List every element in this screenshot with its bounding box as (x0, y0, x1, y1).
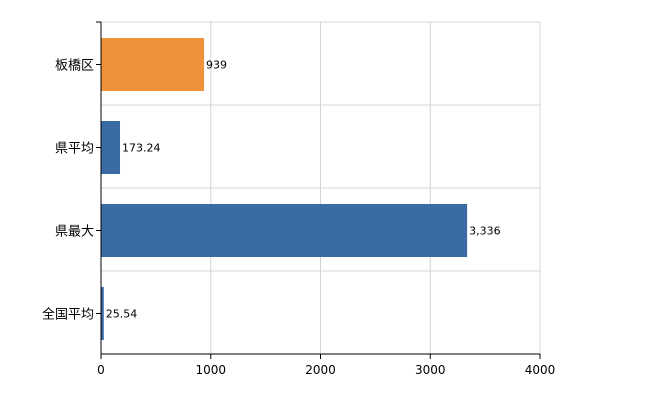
labels: 0 1000 2000 3000 4000 板橋区 939 県平均 173.24 県最大 3,336… (42, 59, 555, 378)
bar-2 (101, 204, 468, 257)
bar-3 (101, 287, 104, 340)
category-label: 県平均 (55, 142, 94, 157)
data-label: 173.24 (122, 142, 161, 155)
axes (96, 21, 541, 359)
x-tick-label: 3000 (415, 363, 446, 377)
bar-0 (101, 38, 205, 91)
data-label: 939 (206, 59, 227, 72)
data-label: 3,336 (469, 225, 501, 238)
category-label: 全国平均 (42, 307, 94, 323)
x-tick-label: 1000 (195, 363, 226, 377)
category-label: 板橋区 (55, 59, 94, 74)
bar-1 (101, 121, 121, 174)
x-tick-label: 0 (97, 363, 105, 377)
x-tick-label: 4000 (525, 363, 556, 377)
gridlines (101, 21, 541, 354)
category-label: 県最大 (55, 225, 94, 240)
data-label: 25.54 (106, 308, 137, 321)
bars (101, 38, 468, 340)
x-tick-label: 2000 (305, 363, 336, 377)
